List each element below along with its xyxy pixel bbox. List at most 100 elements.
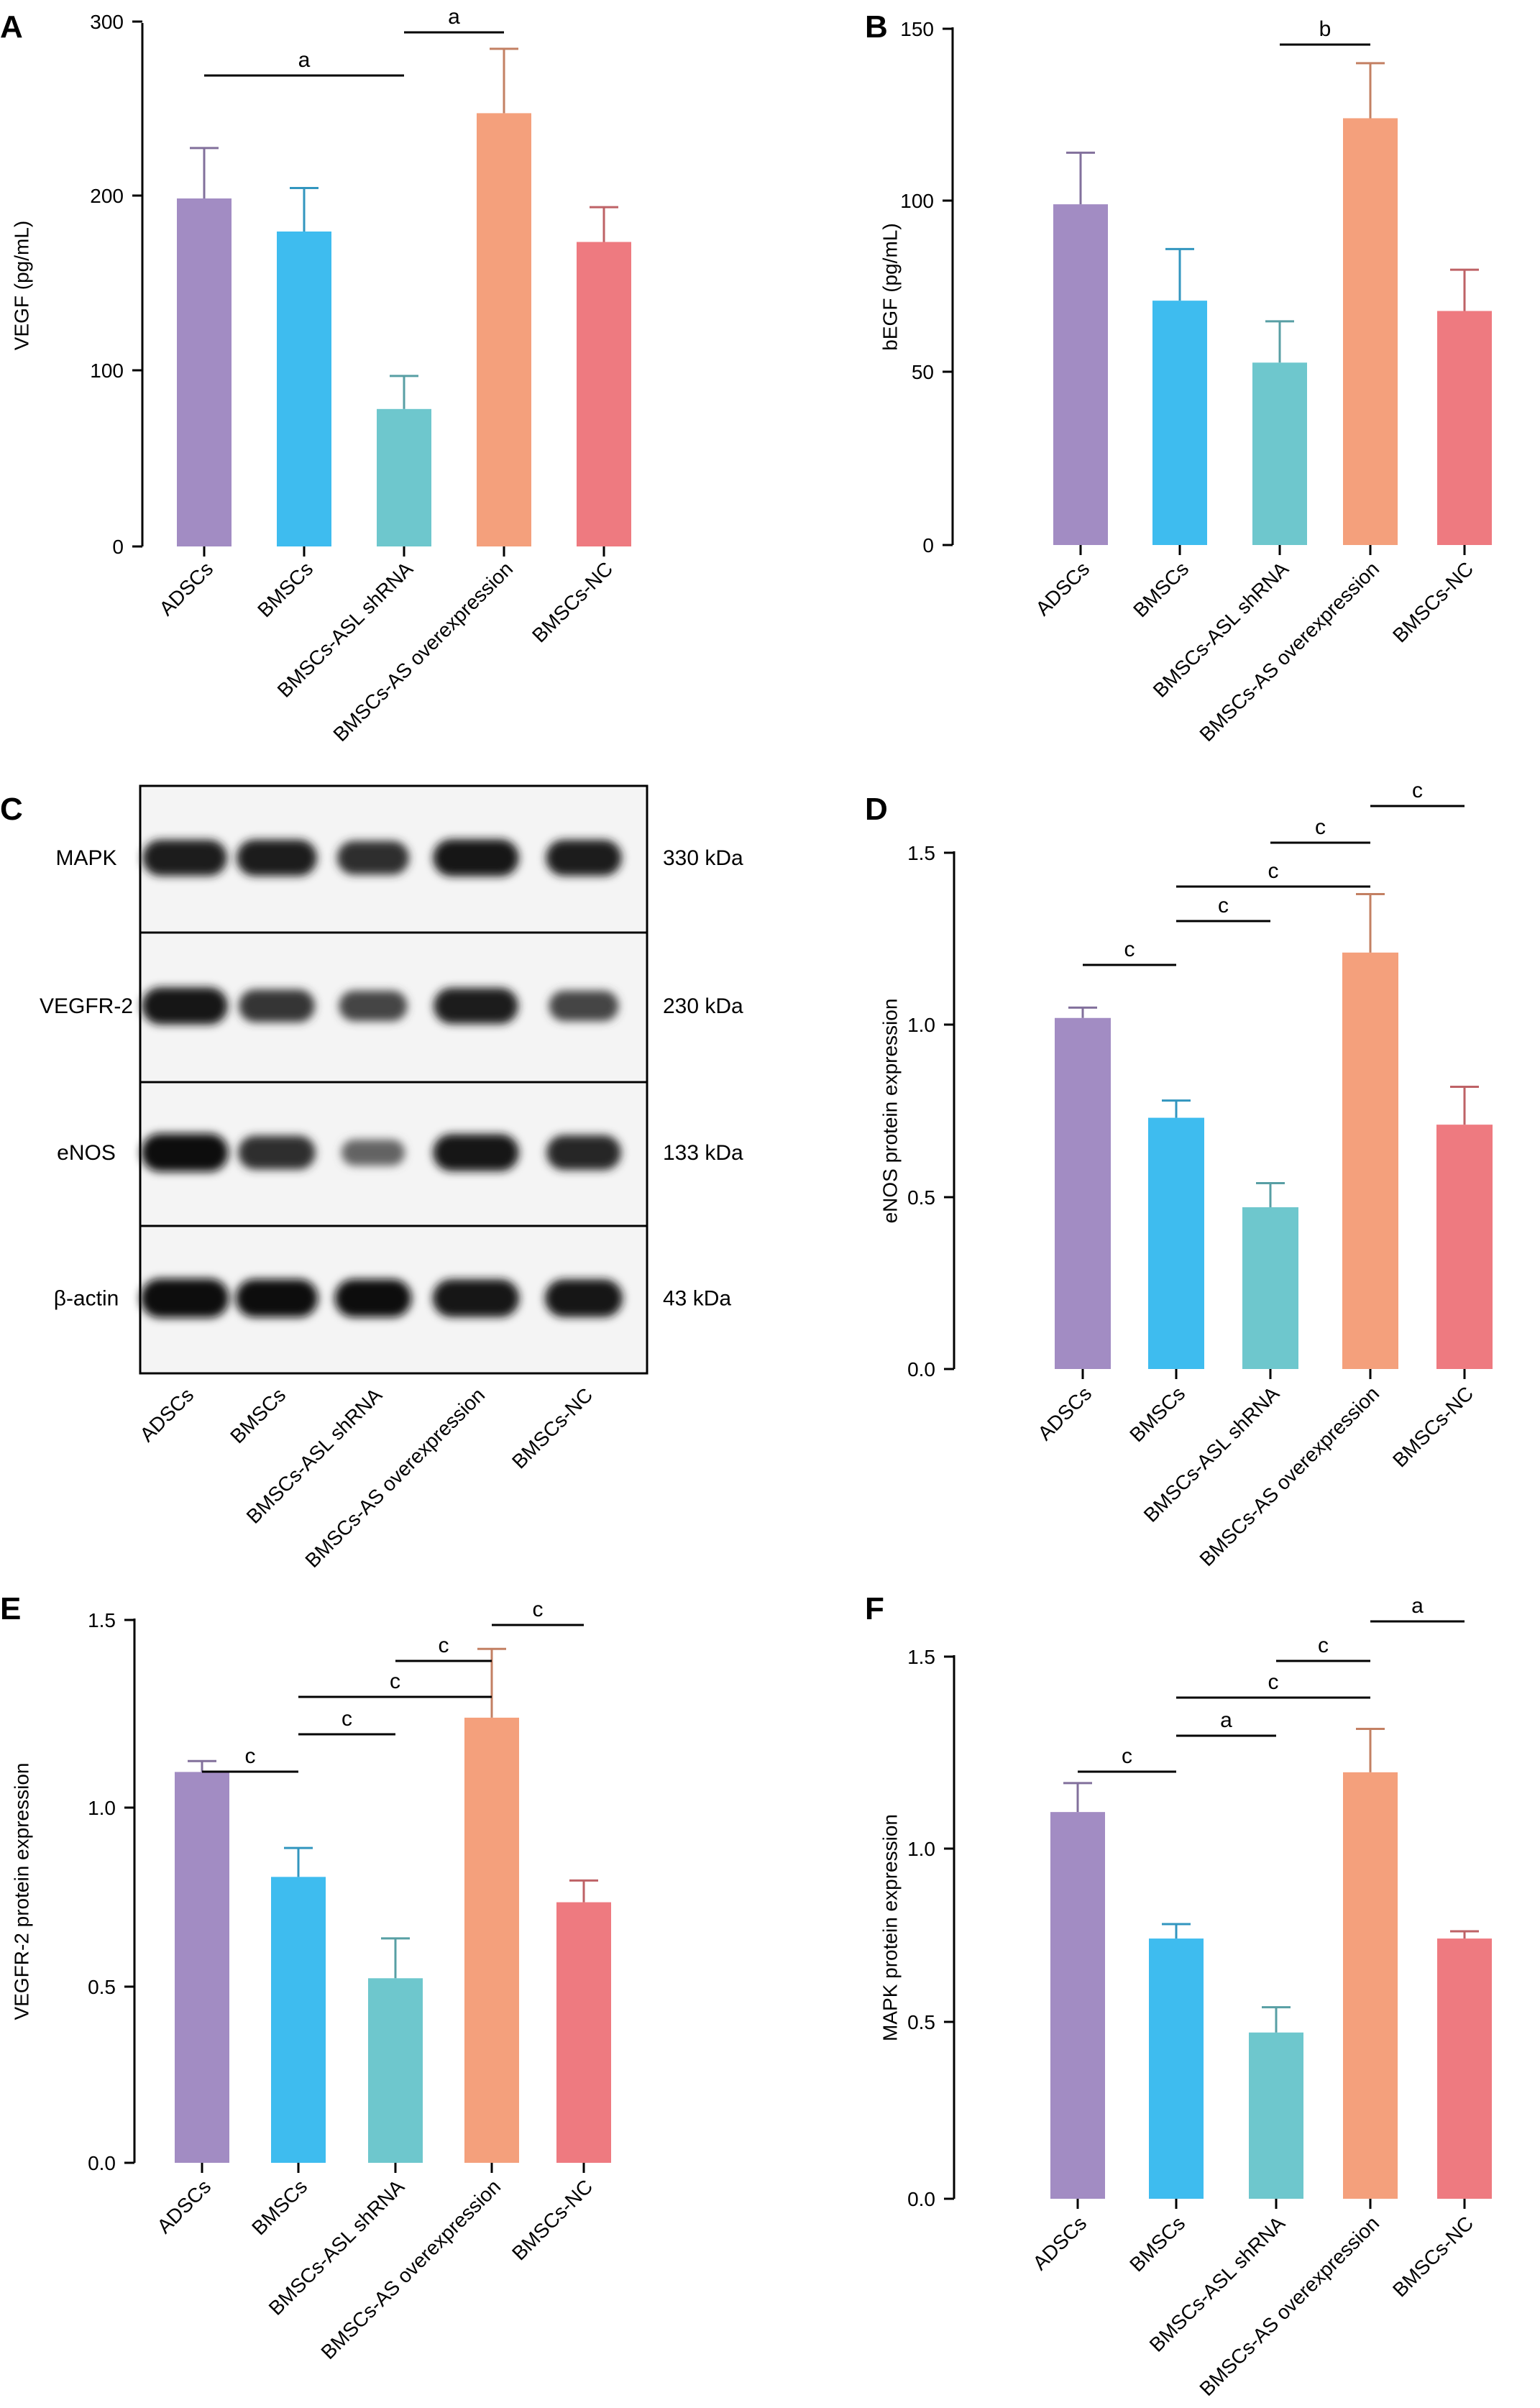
- y-tick-label: 1.5: [88, 1609, 116, 1631]
- bar: [1249, 2032, 1303, 2199]
- x-tick-label: BMSCs-NC: [528, 557, 617, 646]
- blot-size-label: 330 kDa: [663, 846, 743, 870]
- x-tick-label: ADSCs: [152, 2175, 215, 2238]
- significance-label: c: [1268, 1670, 1279, 1694]
- significance-label: c: [342, 1707, 352, 1731]
- chart-panel-f: F 0.0 0.5 1.0 1.5 MAPK protein expression ADSC…: [865, 1591, 1492, 2400]
- significance-label: c: [245, 1744, 256, 1768]
- blot-lane-label: BMSCs: [226, 1383, 290, 1447]
- bar: [477, 113, 531, 547]
- blot-band: [334, 1279, 412, 1317]
- blot-band: [339, 990, 408, 1022]
- bar: [1053, 204, 1108, 545]
- bar: [368, 1978, 423, 2163]
- blot-protein-label: β-actin: [54, 1287, 119, 1311]
- x-tick-label: BMSCs: [253, 557, 317, 621]
- blot-band: [341, 1139, 405, 1166]
- panel-letter: E: [0, 1591, 21, 1626]
- significance-label: a: [298, 48, 311, 72]
- y-tick-label: 0: [112, 536, 124, 558]
- significance-label: c: [533, 1598, 544, 1621]
- bar: [271, 1877, 326, 2163]
- x-tick-label: BMSCs-AS overexpression: [1195, 1382, 1383, 1570]
- y-axis-label: MAPK protein expression: [879, 1814, 902, 2041]
- y-tick-label: 1.5: [907, 1646, 935, 1668]
- panel-letter: F: [865, 1591, 884, 1626]
- x-tick-label: BMSCs: [1125, 1382, 1189, 1446]
- significance-label: a: [448, 5, 460, 29]
- blot-band: [549, 990, 619, 1022]
- y-tick-label: 100: [90, 360, 124, 382]
- chart-panel-b: B 0 50 100 150 bEGF (pg/mL) ADSCs BMSCsBMSCs-AS…: [865, 9, 1492, 746]
- x-tick-label: ADSCs: [1033, 1382, 1096, 1445]
- bar: [1437, 1938, 1492, 2199]
- western-blot-panel: C MAPK 330 kDa VEGFR-2 230 kDa eNOS 133 kDa β-a…: [0, 784, 743, 1572]
- blot-band: [238, 1135, 316, 1170]
- bar: [277, 231, 331, 546]
- blot-protein-label: eNOS: [57, 1141, 116, 1165]
- bar: [1436, 1125, 1493, 1369]
- bar: [1343, 118, 1398, 545]
- y-tick-label: 0.5: [907, 2011, 935, 2033]
- bar: [1148, 1117, 1204, 1369]
- bar: [1252, 362, 1307, 545]
- blot-band: [433, 1134, 519, 1171]
- blot-protein-label: VEGFR-2: [40, 994, 133, 1018]
- bar: [1149, 1938, 1204, 2199]
- panel-letter: A: [0, 9, 23, 45]
- bar: [577, 242, 631, 546]
- y-tick-label: 0.0: [88, 2152, 116, 2174]
- significance-label: c: [1122, 1744, 1132, 1768]
- blot-band: [239, 989, 315, 1022]
- significance-label: c: [390, 1670, 400, 1693]
- y-tick-label: 100: [900, 190, 934, 212]
- y-tick-label: 1.5: [907, 842, 935, 864]
- blot-band: [237, 839, 317, 876]
- bar: [1342, 952, 1398, 1369]
- significance-label: c: [1412, 779, 1423, 802]
- significance-label: c: [439, 1634, 449, 1657]
- blot-band: [433, 839, 519, 876]
- y-tick-label: 0.5: [88, 1976, 116, 1998]
- x-tick-label: BMSCs: [1125, 2212, 1189, 2276]
- y-tick-label: 0.0: [907, 1358, 935, 1381]
- x-tick-label: ADSCs: [1031, 557, 1094, 620]
- blot-band: [434, 988, 518, 1024]
- y-tick-label: 200: [90, 185, 124, 207]
- y-tick-label: 1.0: [907, 1014, 935, 1036]
- y-tick-label: 1.0: [88, 1797, 116, 1819]
- bar: [556, 1902, 611, 2163]
- bar: [464, 1717, 519, 2163]
- blot-size-label: 230 kDa: [663, 994, 743, 1018]
- significance-label: c: [1268, 859, 1279, 883]
- bar: [1050, 1812, 1105, 2199]
- y-axis-label: bEGF (pg/mL): [879, 223, 902, 350]
- significance-label: a: [1220, 1708, 1232, 1732]
- chart-panel-a: A 0 100 200 300 VEGF (pg/mL) ADSCs BMSCsBMSCs-A…: [0, 5, 631, 746]
- bar: [177, 198, 232, 546]
- x-tick-label: ADSCs: [1028, 2212, 1091, 2274]
- panel-letter: B: [865, 9, 888, 45]
- y-axis-label: eNOS protein expression: [879, 999, 902, 1224]
- chart-panel-e: E 0.0 0.5 1.0 1.5 VEGFR-2 protein expression A…: [0, 1591, 611, 2363]
- bar: [1242, 1207, 1298, 1369]
- x-tick-label: BMSCs-AS overexpression: [1195, 2212, 1383, 2400]
- x-tick-label: BMSCs-NC: [1388, 1382, 1477, 1471]
- x-tick-label: BMSCs: [1129, 557, 1193, 621]
- blot-band: [545, 1279, 623, 1317]
- x-tick-label: ADSCs: [155, 557, 217, 620]
- bar: [1343, 1772, 1398, 2199]
- blot-lane-label: BMSCs-AS overexpression: [301, 1383, 489, 1572]
- blot-protein-label: MAPK: [55, 846, 116, 870]
- blot-size-label: 133 kDa: [663, 1141, 743, 1165]
- bar: [1152, 301, 1207, 545]
- blot-band: [546, 1135, 621, 1171]
- significance-label: c: [1318, 1634, 1329, 1657]
- blot-lane-label: ADSCs: [135, 1383, 198, 1446]
- y-axis-label: VEGF (pg/mL): [11, 221, 33, 350]
- y-tick-label: 50: [912, 361, 934, 383]
- y-tick-label: 150: [900, 18, 934, 40]
- x-tick-label: BMSCs-NC: [1388, 557, 1477, 646]
- blot-lane-label: BMSCs-NC: [508, 1383, 597, 1473]
